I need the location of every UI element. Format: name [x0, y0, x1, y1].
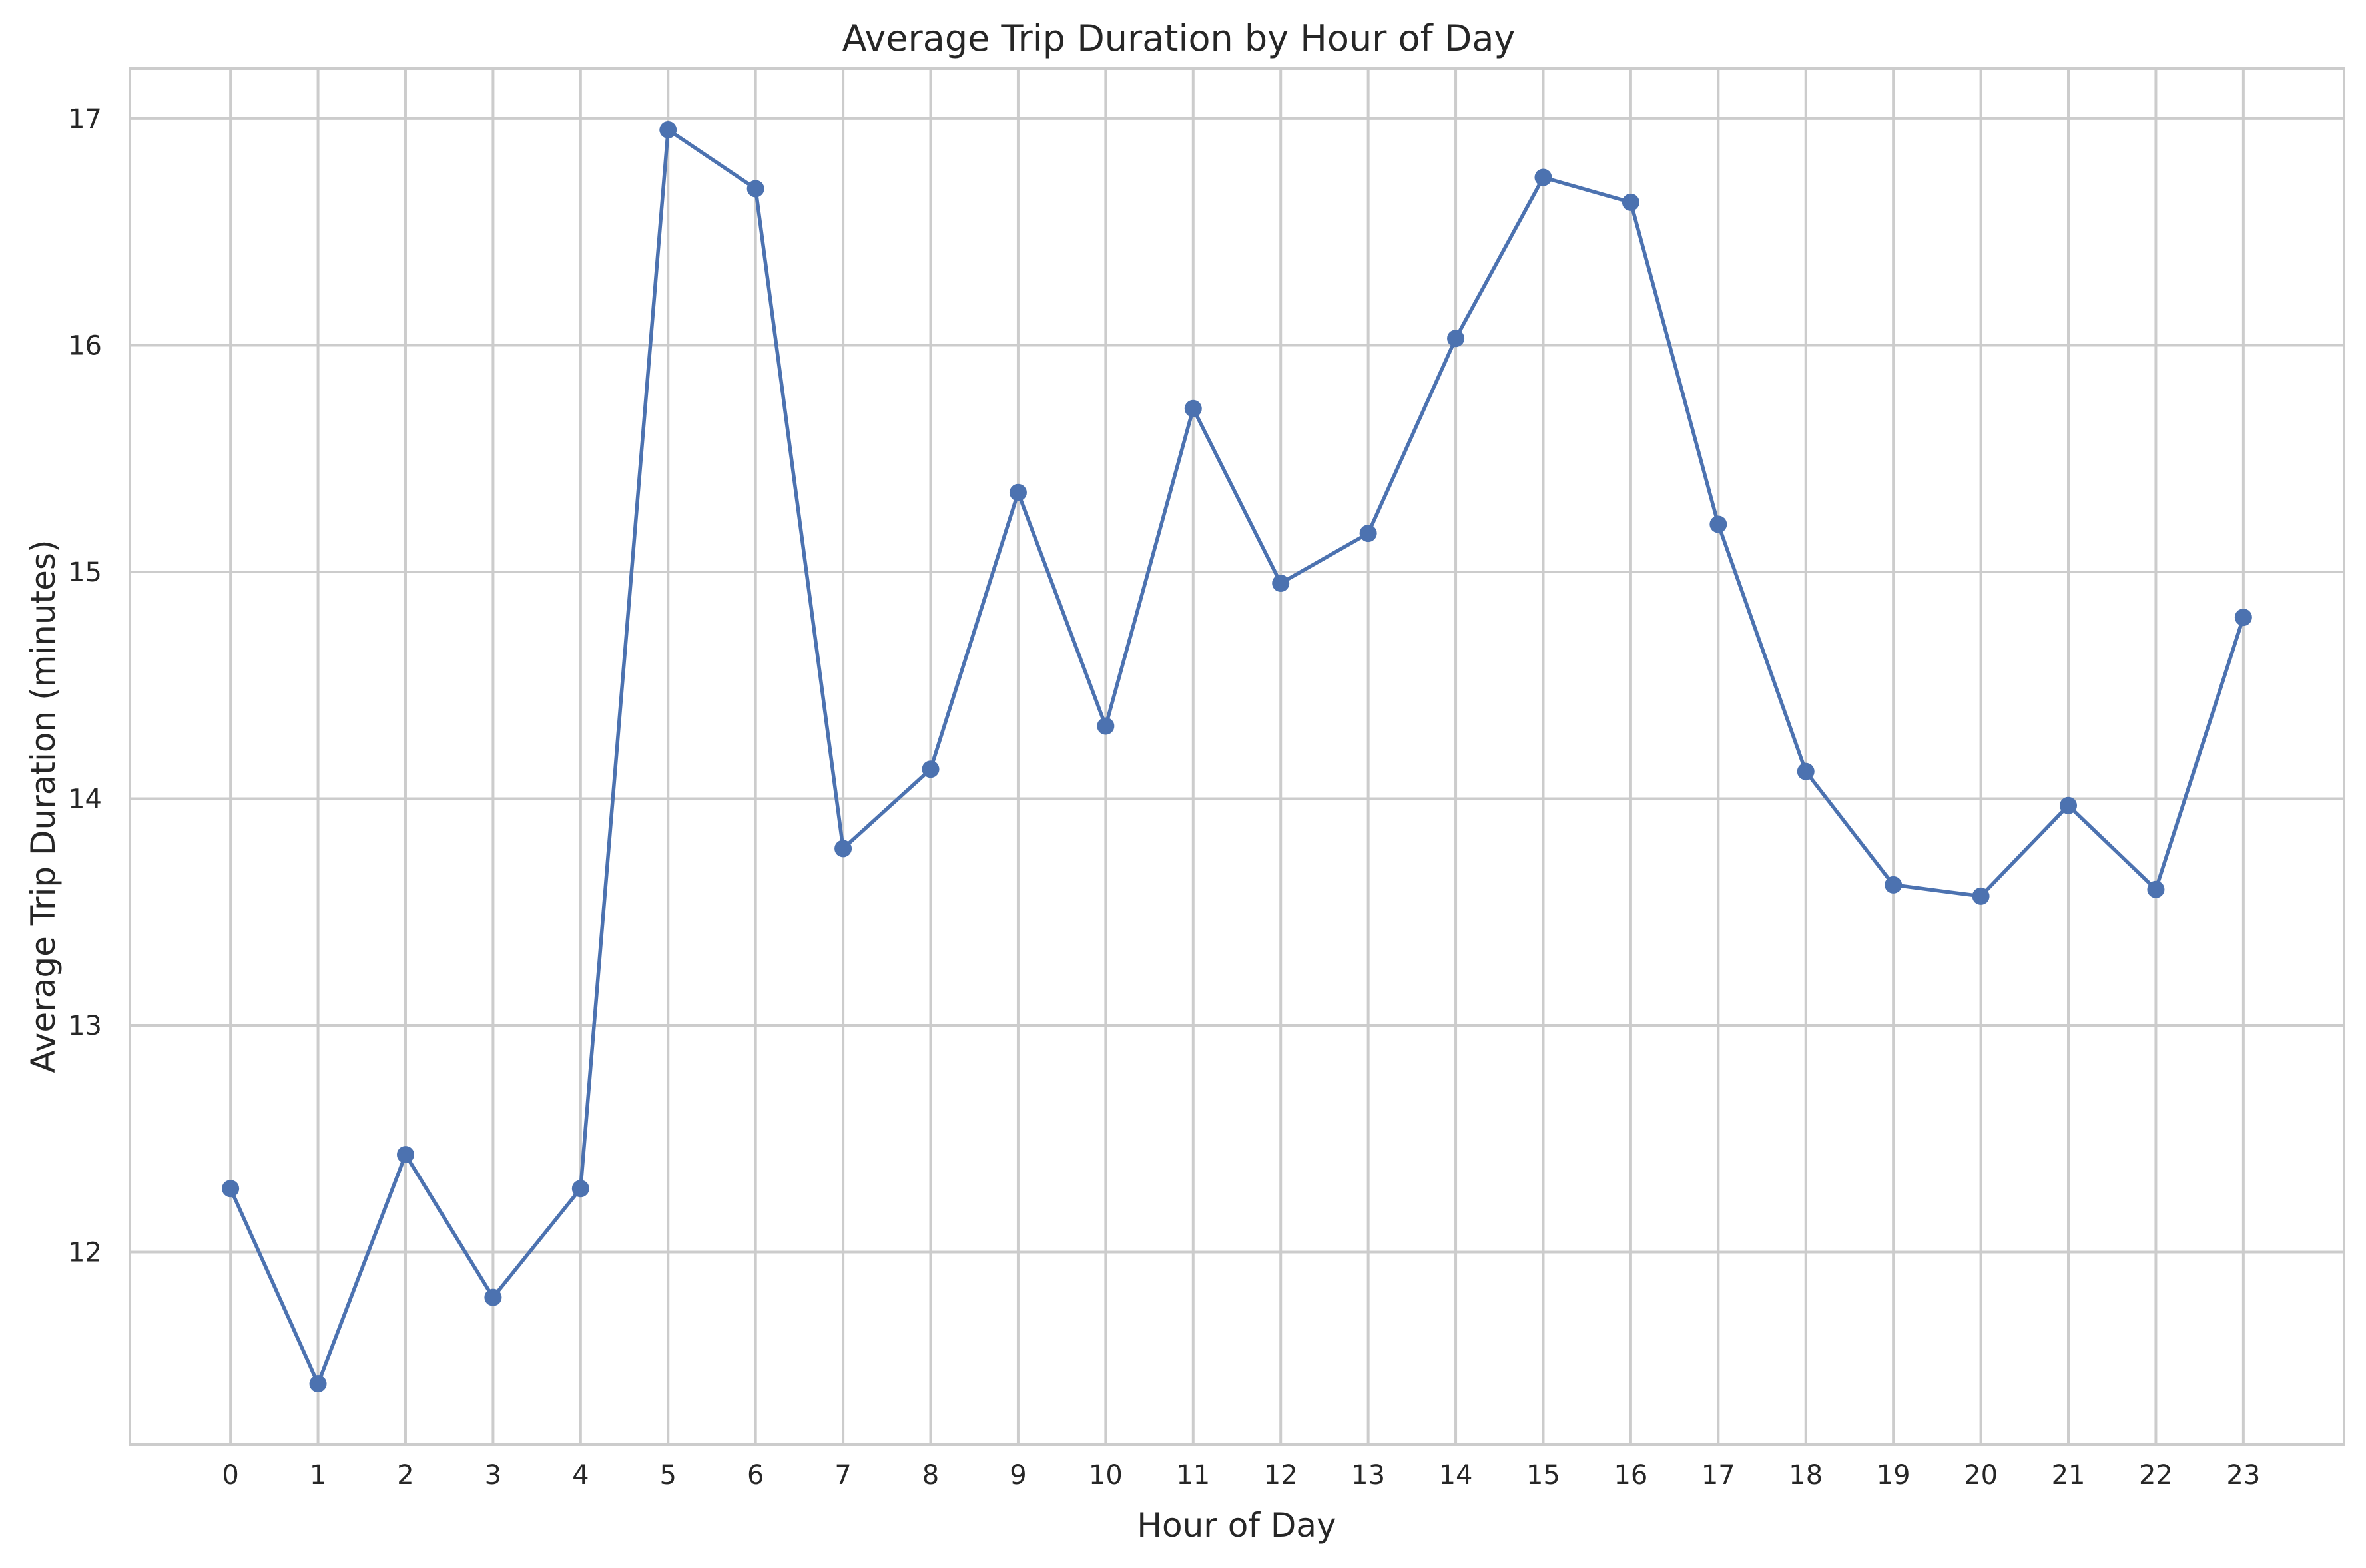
x-tick-label: 11	[1176, 1460, 1210, 1491]
x-tick-label: 5	[660, 1460, 677, 1491]
x-tick-label: 2	[397, 1460, 414, 1491]
x-tick-label: 22	[2139, 1460, 2173, 1491]
data-point	[1534, 168, 1552, 186]
y-tick-labels: 12 13 14 15 16 17	[68, 104, 102, 1268]
data-point	[1709, 515, 1727, 533]
data-point	[1272, 574, 1290, 592]
x-tick-label: 9	[1010, 1460, 1026, 1491]
data-point	[1972, 887, 1990, 905]
data-point	[834, 840, 852, 858]
y-tick-label: 13	[68, 1011, 102, 1041]
data-point	[2147, 880, 2165, 898]
data-point	[1797, 762, 1815, 780]
data-point	[1885, 876, 1903, 894]
x-tick-label: 17	[1701, 1460, 1735, 1491]
data-point	[571, 1180, 589, 1198]
x-tick-label: 1	[310, 1460, 326, 1491]
x-tick-labels: 0 1 2 3 4 5 6 7 8 9 10 11 12 13 14 15 16 17 18 19 20 21 22 23	[222, 1460, 2260, 1491]
data-point	[484, 1288, 502, 1306]
y-tick-label: 15	[68, 557, 102, 588]
data-point	[2234, 609, 2252, 627]
x-tick-label: 21	[2052, 1460, 2086, 1491]
series-line	[228, 128, 2245, 1386]
data-point	[309, 1375, 327, 1393]
data-point	[659, 121, 677, 138]
x-tick-label: 12	[1264, 1460, 1298, 1491]
x-tick-label: 3	[485, 1460, 501, 1491]
x-axis-label: Hour of Day	[1137, 1506, 1336, 1545]
data-point	[1359, 525, 1377, 543]
data-point	[2060, 796, 2078, 814]
x-tick-label: 16	[1614, 1460, 1647, 1491]
x-tick-label: 8	[922, 1460, 939, 1491]
y-tick-label: 16	[68, 330, 102, 361]
x-tick-label: 6	[747, 1460, 764, 1491]
data-point	[1622, 193, 1639, 211]
y-tick-label: 12	[68, 1238, 102, 1268]
data-point	[922, 760, 940, 778]
x-tick-label: 0	[222, 1460, 238, 1491]
data-point	[746, 180, 764, 198]
data-point	[396, 1146, 414, 1164]
y-tick-label: 14	[68, 784, 102, 814]
horizontal-gridlines	[130, 117, 2344, 1254]
y-axis-label: Average Trip Duration (minutes)	[24, 540, 63, 1073]
x-tick-label: 7	[834, 1460, 851, 1491]
x-tick-label: 14	[1439, 1460, 1473, 1491]
x-tick-label: 13	[1351, 1460, 1385, 1491]
data-point	[222, 1180, 240, 1198]
x-tick-label: 15	[1526, 1460, 1560, 1491]
data-point	[1447, 330, 1465, 348]
vertical-gridlines	[229, 69, 2245, 1445]
x-tick-label: 23	[2226, 1460, 2260, 1491]
x-tick-label: 18	[1789, 1460, 1823, 1491]
chart-title: Average Trip Duration by Hour of Day	[842, 17, 1516, 59]
data-point	[1097, 717, 1115, 735]
x-tick-label: 20	[1964, 1460, 1998, 1491]
y-tick-label: 17	[68, 104, 102, 134]
data-point	[1184, 399, 1202, 417]
data-point	[1009, 483, 1027, 501]
series-layer	[222, 121, 2252, 1393]
x-tick-label: 19	[1877, 1460, 1911, 1491]
plot-frame	[129, 67, 2345, 1446]
x-tick-label: 4	[572, 1460, 589, 1491]
series-group	[222, 121, 2252, 1393]
x-tick-label: 10	[1089, 1460, 1123, 1491]
